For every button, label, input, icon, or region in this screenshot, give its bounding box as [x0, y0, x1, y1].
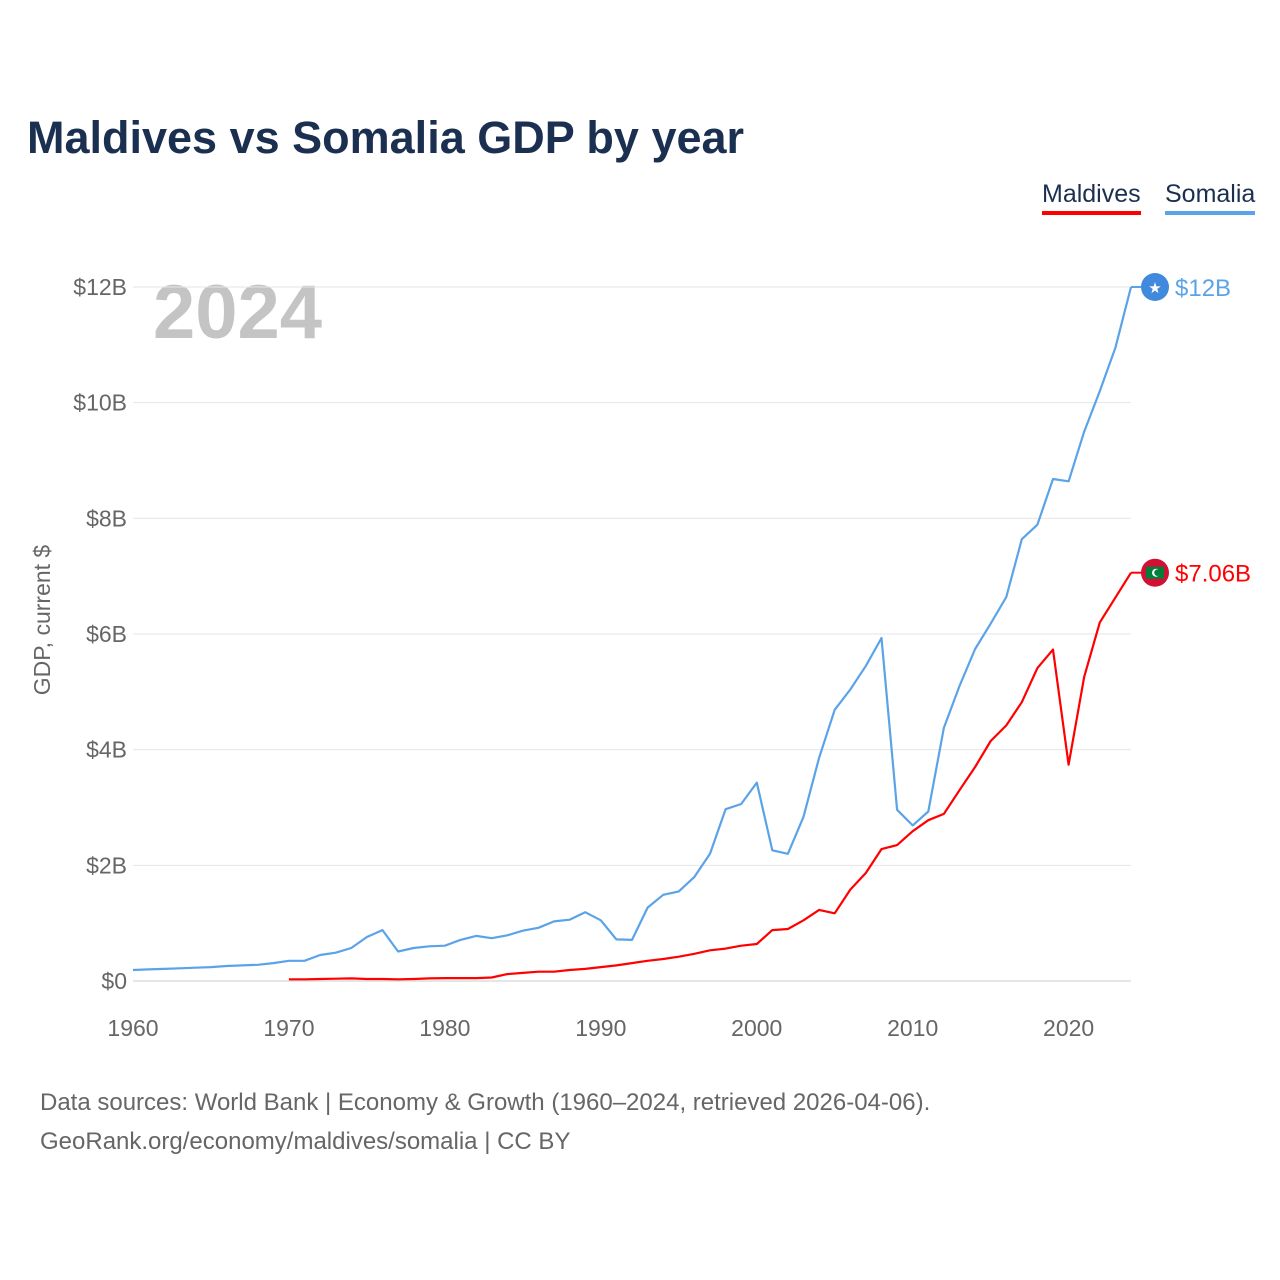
- legend-somalia[interactable]: Somalia: [1165, 180, 1256, 215]
- y-axis-label: GDP, current $: [29, 545, 55, 696]
- somalia-flag-icon: [1141, 273, 1169, 301]
- y-tick-label: $6B: [86, 621, 127, 647]
- y-tick-label: $12B: [73, 274, 127, 300]
- source-line-1: Data sources: World Bank | Economy & Gro…: [40, 1089, 931, 1116]
- x-tick-label: 1980: [419, 1015, 470, 1041]
- x-tick-label: 2020: [1043, 1015, 1094, 1041]
- star-icon: ★: [1148, 280, 1161, 297]
- year-label: 2024: [153, 270, 322, 355]
- chart-title: Maldives vs Somalia GDP by year: [27, 112, 745, 163]
- y-tick-label: $4B: [86, 737, 127, 763]
- x-tick-label: 2000: [731, 1015, 782, 1041]
- series-line-maldives: [288, 572, 1132, 981]
- y-tick-label: $10B: [73, 390, 127, 416]
- x-tick-label: 1960: [107, 1015, 158, 1041]
- y-tick-label: $2B: [86, 852, 127, 878]
- source-line-2: GeoRank.org/economy/maldives/somalia | C…: [40, 1128, 571, 1155]
- end-value-label: $12B: [1175, 275, 1231, 302]
- source-note: Data sources: World Bank | Economy & Gro…: [40, 1083, 930, 1161]
- x-tick-label: 1990: [575, 1015, 626, 1041]
- end-value-label: $7.06B: [1175, 561, 1251, 588]
- series-line-somalia: [132, 286, 1133, 972]
- x-tick-label: 2010: [887, 1015, 938, 1041]
- legend-maldives[interactable]: Maldives: [1042, 180, 1141, 215]
- y-tick-label: $0: [101, 968, 127, 994]
- x-tick-label: 1970: [263, 1015, 314, 1041]
- crescent-cut: [1154, 569, 1161, 576]
- y-tick-label: $8B: [86, 505, 127, 531]
